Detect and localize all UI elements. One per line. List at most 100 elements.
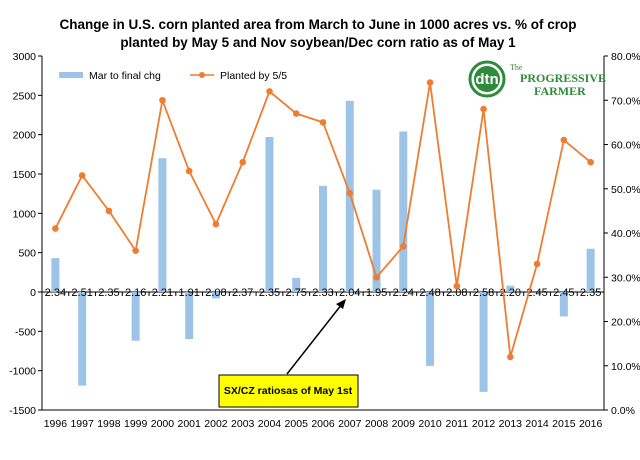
left-axis-ticks: 3000 2500 2000 1500 1000 500 0 -500 -1000 -1500 (9, 51, 42, 417)
line-point (185, 167, 193, 175)
right-tick-label: 80.0% (611, 51, 640, 63)
x-tick-label: 2005 (285, 418, 309, 430)
line-point (159, 96, 166, 104)
bar (372, 189, 381, 292)
x-tick-label: 2009 (392, 418, 416, 430)
bar (319, 185, 327, 292)
left-tick-label: -1500 (9, 405, 36, 417)
ratio-labels: 2.34 2.51 2.35 2.16 2.21 1.91 2.08 2.37 2.35 2.75… (45, 287, 602, 299)
line-point (319, 119, 327, 126)
x-tick-label: 2004 (258, 418, 282, 430)
line-point (373, 273, 380, 281)
ratio-label: 2.45 (553, 287, 574, 299)
bar (211, 292, 220, 299)
ratio-label: 2.48 (419, 287, 440, 299)
ratio-label: 2.21 (152, 287, 173, 299)
legend-bar-label: Mar to final chg (89, 70, 161, 82)
ratio-label: 2.24 (393, 287, 414, 299)
logo-farmer: FARMER (534, 84, 586, 98)
bar (426, 292, 435, 366)
bar (399, 131, 408, 292)
x-tick-label: 1998 (97, 418, 121, 430)
bar (265, 137, 274, 292)
ratio-label: 2.58 (473, 287, 494, 299)
annotation-arrow-line (286, 303, 343, 375)
legend-bar-swatch (59, 72, 83, 78)
right-tick-label: 40.0% (611, 228, 640, 240)
bar (292, 277, 301, 292)
bar (506, 285, 515, 292)
x-tick-label: 2002 (204, 418, 228, 430)
annotation-box (218, 374, 359, 408)
x-tick-label: 2013 (499, 418, 523, 430)
line-point (453, 282, 461, 290)
line-point (426, 79, 434, 86)
line-point (266, 88, 273, 95)
ratio-label: 2.35 (259, 287, 280, 299)
x-tick-label: 1996 (44, 418, 68, 430)
x-tick-label: 2011 (446, 418, 469, 430)
legend: Mar to final chg Planted by 5/5 (59, 70, 287, 82)
right-tick-label: 0.0% (611, 405, 635, 417)
x-tick-label: 2015 (552, 418, 576, 430)
bar (51, 258, 60, 292)
left-tick-label: -1000 (9, 366, 36, 378)
legend-line-marker (199, 72, 205, 78)
right-tick-label: 70.0% (611, 95, 640, 107)
line-point (480, 105, 487, 113)
right-tick-label: 10.0% (611, 361, 640, 373)
line-point (507, 353, 514, 361)
left-tick-label: 2000 (13, 130, 37, 142)
ratio-label: 2.33 (312, 287, 333, 299)
x-tick-label: 2000 (151, 418, 175, 430)
ratio-label: 2.20 (500, 287, 521, 299)
chart-title-line-1: Change in U.S. corn planted area from Ma… (60, 17, 577, 32)
line-point (212, 220, 220, 228)
left-tick-label: 500 (18, 248, 36, 260)
logo-the: The (510, 63, 523, 72)
ratio-label: 2.35 (580, 287, 601, 299)
right-tick-label: 20.0% (611, 317, 640, 329)
x-tick-label: 2016 (579, 418, 603, 430)
ratio-label: 2.04 (339, 287, 360, 299)
x-tick-label: 1999 (124, 418, 148, 430)
x-tick-label: 2014 (525, 418, 549, 430)
logo-mark: dtn (475, 71, 498, 88)
x-tick-label: 2008 (365, 418, 389, 430)
line-point (52, 225, 59, 232)
right-tick-label: 30.0% (611, 272, 640, 284)
x-tick-label: 1997 (70, 418, 94, 430)
x-tick-label: 2006 (311, 418, 335, 430)
bar (559, 292, 568, 317)
ratio-label: 2.08 (446, 287, 467, 299)
annotation-text: SX/CZ ratiosas of May 1st (224, 385, 353, 397)
line-point (587, 158, 594, 166)
x-tick-label: 2010 (418, 418, 442, 430)
ratio-label: 1.91 (178, 287, 199, 299)
annotation-arrow-head (336, 299, 346, 309)
right-tick-label: 50.0% (611, 184, 640, 196)
line-point (533, 260, 541, 268)
line-point (132, 247, 139, 254)
left-tick-label: 1000 (13, 208, 37, 220)
line-point (560, 136, 568, 144)
dtn-progressive-farmer-logo: dtn The PROGRESSIVE FARMER (466, 58, 606, 100)
ratio-label: 2.37 (232, 287, 253, 299)
ratio-label: 2.45 (526, 287, 547, 299)
line-series (52, 79, 594, 361)
chart-title: Change in U.S. corn planted area from Ma… (60, 17, 577, 50)
bar (158, 158, 167, 292)
bar (185, 292, 194, 340)
ratio-label: 2.08 (205, 287, 226, 299)
legend-line-label: Planted by 5/5 (220, 70, 287, 82)
annotation: SX/CZ ratiosas of May 1st (218, 299, 359, 408)
ratio-label: 2.75 (286, 287, 307, 299)
x-tick-label: 2003 (231, 418, 255, 430)
left-tick-label: -500 (15, 326, 36, 338)
x-tick-label: 2001 (178, 418, 202, 430)
ratio-label: 2.16 (125, 287, 146, 299)
ratio-label: 2.35 (98, 287, 119, 299)
line-point (78, 172, 86, 179)
ratio-label: 2.34 (45, 287, 66, 299)
